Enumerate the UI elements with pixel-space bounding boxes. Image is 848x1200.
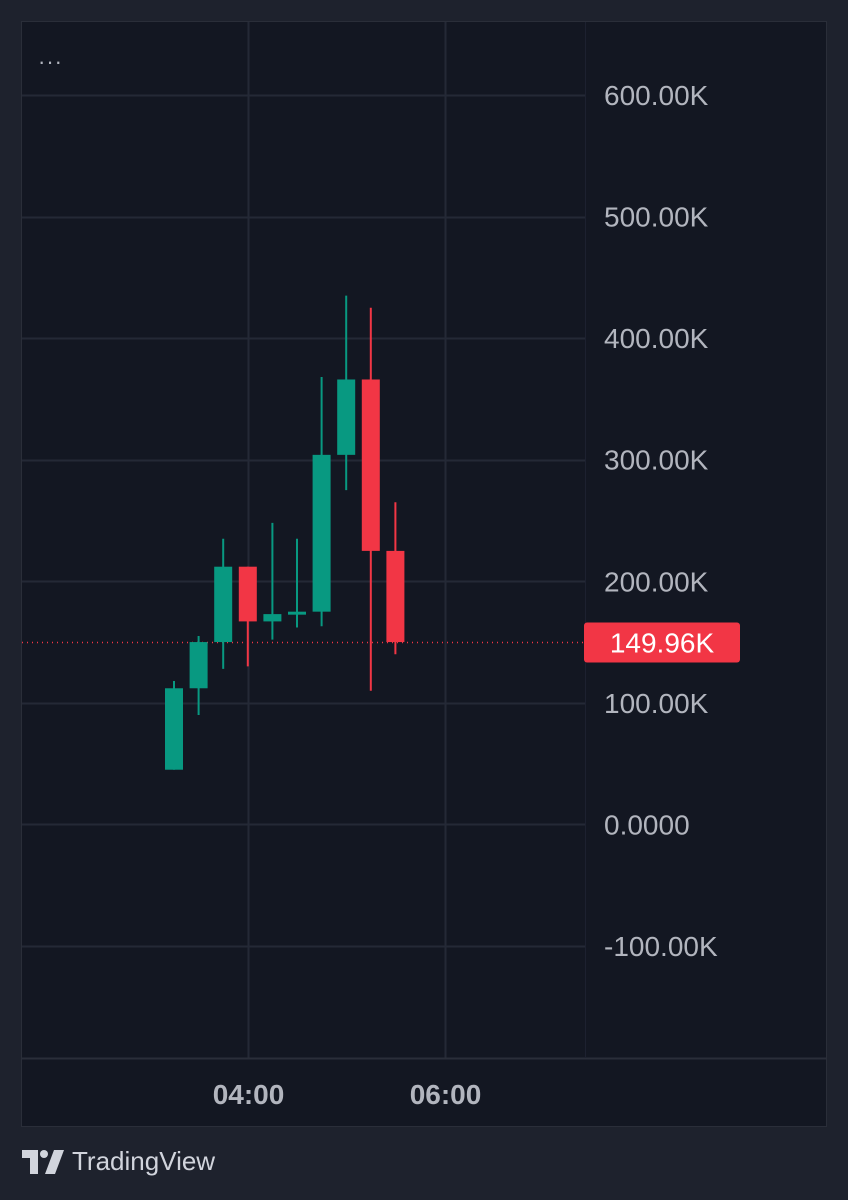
- candle-body-up: [189, 642, 208, 689]
- candle-body-down: [361, 379, 380, 551]
- y-tick-label: 600.00K: [604, 80, 709, 111]
- x-tick-label: 04:00: [213, 1079, 285, 1110]
- y-tick-label: -100.00K: [604, 931, 718, 962]
- chart-panel[interactable]: [21, 21, 827, 1127]
- tradingview-brand[interactable]: TradingView: [22, 1146, 215, 1177]
- last-price-label: 149.96K: [610, 628, 715, 659]
- candle-body-up: [214, 566, 233, 643]
- candle-body-up: [312, 454, 331, 612]
- y-tick-label: 400.00K: [604, 323, 709, 354]
- candle-body-down: [238, 566, 257, 622]
- chart-menu-icon[interactable]: ···: [38, 49, 63, 74]
- y-tick-label: 500.00K: [604, 202, 709, 233]
- tradingview-logo-icon: [22, 1149, 64, 1174]
- y-tick-label: 0.0000: [604, 809, 690, 840]
- candle-body-down: [386, 550, 405, 643]
- candle-body-up: [337, 379, 356, 455]
- last-price-badge: [584, 622, 740, 663]
- y-tick-label: 200.00K: [604, 566, 709, 597]
- candle-body-up: [288, 611, 306, 615]
- x-tick-label: 06:00: [410, 1079, 482, 1110]
- brand-name: TradingView: [72, 1146, 216, 1176]
- y-tick-label: 300.00K: [604, 445, 709, 476]
- candle-body-up: [165, 688, 183, 770]
- candle-body-up: [263, 614, 282, 622]
- y-tick-label: 100.00K: [604, 688, 709, 719]
